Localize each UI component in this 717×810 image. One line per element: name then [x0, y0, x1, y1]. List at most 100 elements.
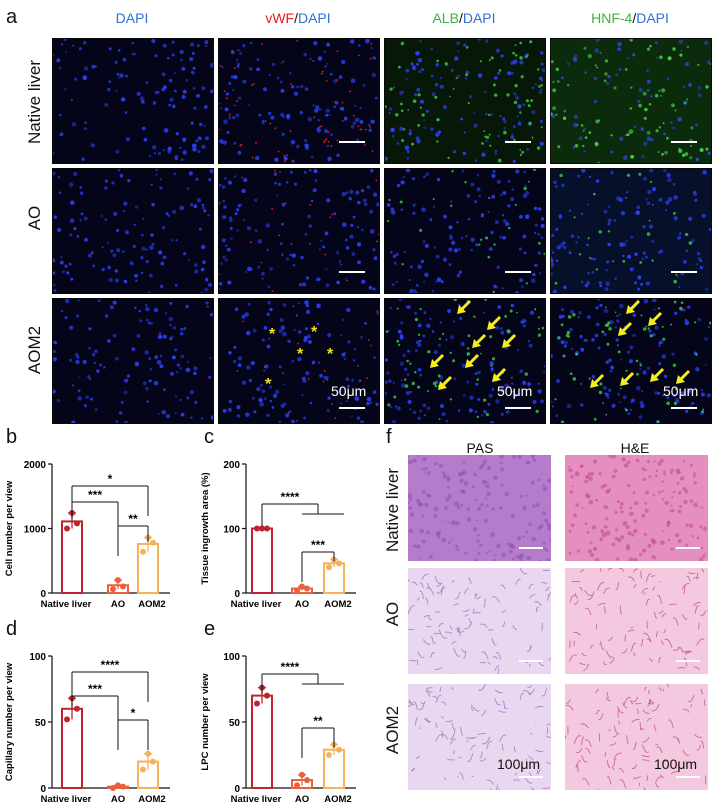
asterisk-marker: * — [311, 324, 318, 341]
data-point — [115, 782, 121, 789]
data-point — [254, 525, 260, 532]
data-point — [110, 586, 116, 593]
scale-bar — [676, 547, 700, 549]
micrograph-native-liver-hnf4 — [550, 38, 712, 164]
data-point — [264, 692, 270, 699]
significance-label: **** — [101, 658, 120, 672]
data-point — [150, 539, 156, 546]
scale-bar — [505, 407, 531, 409]
y-tick-label: 50 — [35, 718, 47, 729]
y-tick-label: 0 — [234, 784, 240, 795]
significance-label: **** — [281, 490, 300, 504]
data-point — [326, 752, 332, 758]
micrograph-aom2-vwf: 50μm * * * * * — [218, 298, 380, 424]
tissue-texture — [565, 568, 707, 672]
scale-bar — [339, 271, 365, 273]
x-tick-label: AOM2 — [138, 599, 165, 610]
data-point — [299, 771, 305, 778]
y-tick-label: 0 — [40, 784, 46, 795]
scale-label: 50μm — [497, 383, 533, 399]
histology-native-liver-he — [565, 455, 708, 561]
scale-bar — [505, 271, 531, 273]
micrograph-ao-vwf — [218, 168, 380, 294]
arrow-icon — [590, 373, 605, 388]
data-point — [110, 785, 116, 791]
chart-d-capillary-number: 0 50 100 Capillary number per view Native li… — [4, 652, 170, 805]
significance-label: *** — [311, 538, 325, 552]
chart-c-tissue-ingrowth: 0 100 200 Tissue ingrowth area (%) Native li… — [200, 460, 356, 610]
histology-ao-pas — [408, 568, 551, 674]
col-title-part: DAPI — [297, 10, 331, 26]
panel-label-c: c — [204, 426, 214, 448]
scale-bar — [671, 141, 697, 143]
asterisk-marker: * — [297, 346, 304, 363]
arrow-icon — [618, 321, 633, 336]
micrograph-native-liver-dapi — [52, 38, 214, 164]
x-tick-label: AO — [295, 794, 309, 805]
asterisk-marker: * — [265, 376, 272, 393]
significance-label: **** — [281, 660, 300, 674]
micrograph-native-liver-vwf — [218, 38, 380, 164]
significance-label: *** — [88, 682, 102, 696]
micrograph-cells — [53, 39, 213, 161]
tissue-texture — [408, 684, 551, 790]
arrow-icon — [457, 299, 472, 314]
histology-aom2-pas: 100μm — [408, 684, 551, 790]
asterisk-marker: * — [269, 326, 276, 343]
scale-label: 100μm — [654, 756, 698, 772]
data-point — [326, 564, 332, 571]
x-tick-label: Native liver — [231, 599, 282, 610]
x-tick-label: AOM2 — [138, 794, 165, 805]
significance-label: *** — [88, 488, 102, 502]
significance-label: * — [131, 706, 136, 720]
tissue-texture — [408, 455, 551, 561]
y-tick-label: 1000 — [24, 525, 47, 536]
data-point — [64, 716, 70, 723]
histo-col-title-he: H&E — [620, 440, 650, 456]
panel-label-a: a — [6, 6, 18, 28]
micrograph-cells — [551, 39, 711, 163]
col-title-part: DAPI — [462, 10, 496, 26]
y-axis-label: Tissue ingrowth area (%) — [200, 472, 211, 584]
x-tick-label: AO — [111, 599, 125, 610]
micrograph-cells — [53, 299, 213, 423]
row-label-native-liver: Native liver — [25, 59, 44, 145]
arrow-icon — [438, 375, 453, 390]
col-title-part: ALB — [432, 10, 459, 26]
scale-bar — [676, 776, 700, 778]
micrograph-aom2-dapi — [52, 298, 214, 424]
histo-row-label-aom2: AOM2 — [383, 705, 402, 755]
data-point — [64, 525, 70, 532]
histo-row-label-native-liver: Native liver — [383, 467, 402, 553]
col-title-part: vWF — [265, 10, 295, 26]
data-point — [304, 585, 310, 592]
data-point — [74, 520, 80, 527]
micrograph-native-liver-alb — [384, 38, 546, 164]
scale-bar — [671, 407, 697, 409]
bar-0 — [251, 694, 273, 789]
y-tick-label: 100 — [223, 525, 240, 536]
x-tick-label: AOM2 — [324, 599, 351, 610]
scale-bar — [505, 141, 531, 143]
y-tick-label: 2000 — [24, 460, 47, 471]
y-tick-label: 0 — [234, 589, 240, 600]
y-tick-label: 100 — [223, 652, 240, 663]
scale-bar — [676, 660, 700, 662]
panel-label-e: e — [204, 618, 216, 640]
data-point — [336, 746, 342, 753]
arrow-icon — [430, 353, 445, 368]
data-point — [115, 577, 121, 584]
asterisk-marker: * — [327, 346, 334, 363]
micrograph-aom2-hnf4: 50μm — [550, 298, 712, 424]
chart-e-lpc-number: 0 50 100 LPC number per view Native liver AO A… — [200, 652, 356, 805]
arrow-icon — [492, 367, 507, 382]
x-tick-label: Native liver — [231, 794, 282, 805]
micrograph-cells — [385, 299, 545, 423]
data-point — [74, 705, 80, 712]
micrograph-cells — [386, 169, 545, 293]
histology-aom2-he: 100μm — [565, 684, 708, 790]
tissue-texture — [568, 455, 708, 561]
panel-label-f: f — [386, 426, 392, 448]
row-label-aom2: AOM2 — [25, 325, 44, 375]
panel-label-b: b — [6, 426, 18, 448]
